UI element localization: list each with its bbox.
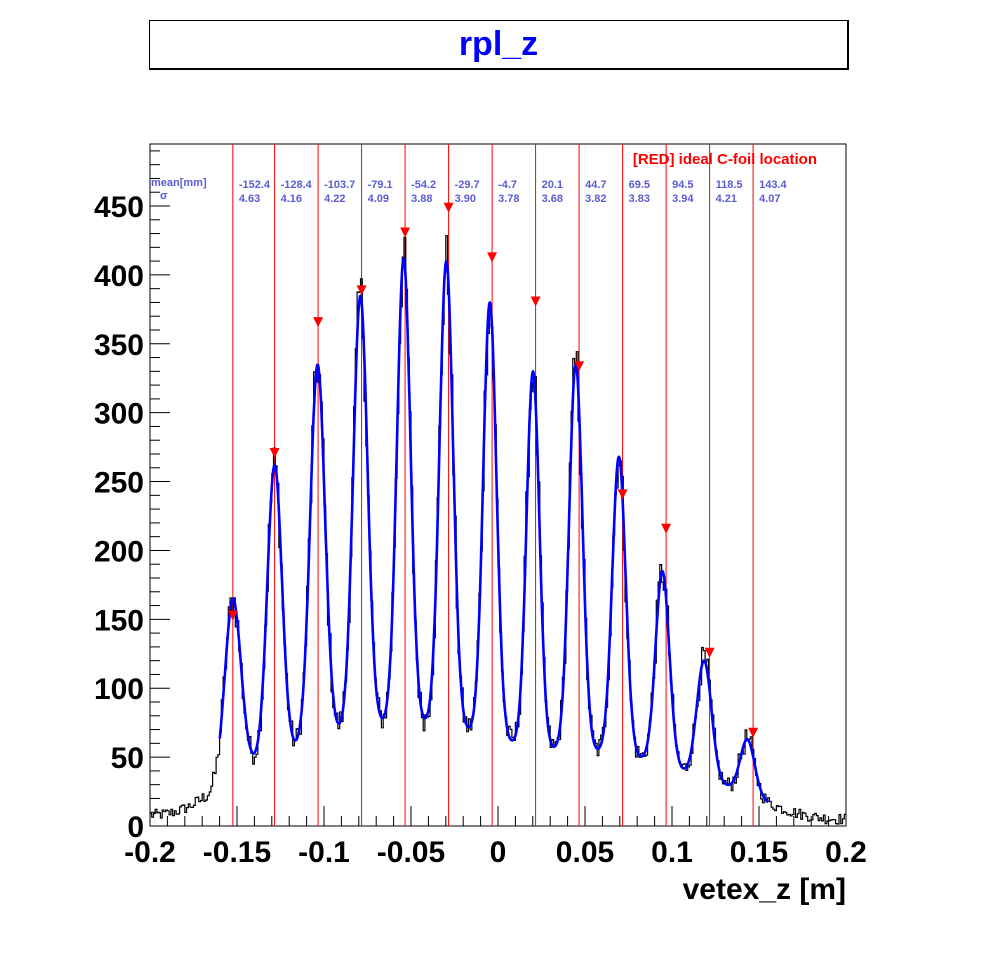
- x-tick-label-7: 0.15: [730, 836, 788, 869]
- peak-mean-label-1: -128.4: [281, 179, 313, 191]
- peak-mean-label-7: 20.1: [542, 179, 563, 191]
- x-tick-label-2: -0.1: [298, 836, 350, 869]
- x-tick-label-8: 0.2: [825, 836, 867, 869]
- y-tick-label-1: 50: [111, 742, 144, 775]
- peak-markers: [227, 202, 759, 738]
- peak-mean-label-6: -4.7: [498, 179, 517, 191]
- peak-sigma-label-10: 3.94: [672, 193, 694, 205]
- peak-mean-label-8: 44.7: [585, 179, 606, 191]
- peak-marker-11: [704, 647, 715, 658]
- chart-title: rpl_z: [458, 25, 539, 63]
- peak-sigma-label-11: 4.21: [716, 193, 737, 205]
- peak-sigma-label-9: 3.83: [629, 193, 650, 205]
- plot-frame: [149, 143, 847, 827]
- y-tick-label-7: 350: [94, 329, 144, 362]
- title-box: rpl_z: [149, 20, 849, 70]
- peak-sigma-label-12: 4.07: [759, 193, 780, 205]
- row-label-sigma: σ: [160, 190, 168, 202]
- axes: -0.2 -0.15 -0.1 -0.05 0 0.05 0.1 0.15 0.2 0 50 100 1…: [94, 150, 867, 869]
- peak-mean-label-9: 69.5: [629, 179, 650, 191]
- peak-mean-label-3: -79.1: [368, 179, 393, 191]
- y-tick-label-3: 150: [94, 604, 144, 637]
- peak-mean-label-5: -29.7: [455, 179, 480, 191]
- x-tick-label-1: -0.15: [203, 836, 271, 869]
- peak-sigma-label-8: 3.82: [585, 193, 606, 205]
- y-tick-label-6: 300: [94, 398, 144, 431]
- peak-sigma-label-4: 3.88: [411, 193, 432, 205]
- y-tick-label-0: 0: [127, 811, 144, 844]
- peak-sigma-label-7: 3.68: [542, 193, 563, 205]
- peak-sigma-label-6: 3.78: [498, 193, 519, 205]
- peak-sigma-label-3: 4.09: [368, 193, 389, 205]
- peak-mean-label-2: -103.7: [324, 179, 355, 191]
- y-tick-label-5: 250: [94, 467, 144, 500]
- peak-marker-4: [400, 227, 411, 238]
- peak-mean-label-0: -152.4: [239, 179, 271, 191]
- x-tick-label-6: 0.1: [651, 836, 693, 869]
- peak-marker-12: [748, 727, 759, 738]
- peak-marker-5: [443, 202, 454, 213]
- fit-curve: [218, 257, 770, 804]
- y-tick-label-4: 200: [94, 535, 144, 568]
- x-tick-label-4: 0: [490, 836, 507, 869]
- peak-mean-label-12: 143.4: [759, 179, 787, 191]
- peak-marker-1: [269, 448, 280, 458]
- peak-sigma-label-0: 4.63: [239, 193, 260, 205]
- peak-marker-10: [661, 523, 672, 534]
- peak-marker-2: [313, 317, 324, 328]
- peak-marker-7: [530, 296, 541, 307]
- peak-mean-label-4: -54.2: [411, 179, 436, 191]
- y-tick-label-8: 400: [94, 260, 144, 293]
- peak-mean-label-11: 118.5: [716, 179, 743, 191]
- frame-layer: [149, 143, 847, 827]
- peak-marker-3: [356, 285, 367, 296]
- peak-mean-label-10: 94.5: [672, 179, 693, 191]
- x-tick-label-3: -0.05: [377, 836, 445, 869]
- peak-marker-6: [487, 252, 498, 263]
- peak-sigma-label-5: 3.90: [455, 193, 476, 205]
- peak-marker-9: [617, 489, 628, 500]
- peak-sigma-label-1: 4.16: [281, 193, 302, 205]
- row-label-mean: mean[mm]: [151, 177, 207, 189]
- peak-labels: mean[mm]σ -152.4 4.63 -128.4 4.16 -103.7 4.22 -…: [151, 177, 787, 205]
- x-axis-title: vetex_z [m]: [683, 873, 846, 906]
- x-tick-label-5: 0.05: [556, 836, 614, 869]
- x-tick-label-0: -0.2: [124, 836, 176, 869]
- y-tick-label-2: 100: [94, 673, 144, 706]
- peak-sigma-label-2: 4.22: [324, 193, 345, 205]
- peak-marker-0: [227, 610, 238, 621]
- y-tick-label-9: 450: [94, 191, 144, 224]
- peak-marker-8: [574, 361, 585, 372]
- legend-ideal-foil: [RED] ideal C-foil location: [633, 151, 817, 168]
